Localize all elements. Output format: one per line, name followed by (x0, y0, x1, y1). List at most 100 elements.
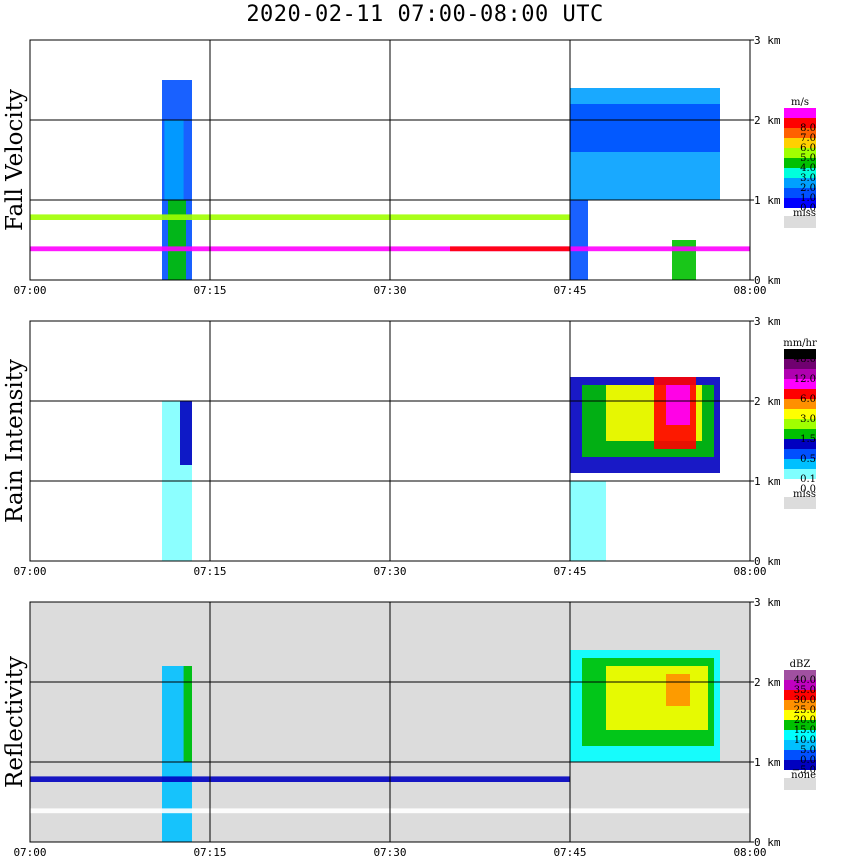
y-axis-label: Reflectivity (2, 656, 28, 788)
colorbar-label: −5.0 (792, 765, 816, 776)
colorbar-missing-swatch (784, 216, 816, 228)
colorbar-swatch (784, 670, 816, 680)
colorbar-swatch (784, 479, 816, 489)
x-tick-label: 07:45 (553, 565, 586, 578)
colorbar-swatch (784, 730, 816, 740)
y-tick-label: 2 km (754, 114, 781, 127)
colorbar-label: 0.5 (800, 454, 816, 465)
y-tick-label: 0 km (754, 555, 781, 568)
echo-region (164, 120, 184, 200)
colorbar-swatch (784, 439, 816, 449)
colorbar-swatch (784, 700, 816, 710)
colorbar-swatch (784, 750, 816, 760)
colorbar-swatch (784, 409, 816, 419)
echo-region (168, 200, 186, 280)
y-tick-label: 3 km (754, 34, 781, 47)
y-tick-label: 0 km (754, 274, 781, 287)
colorbar-swatch (784, 459, 816, 469)
colorbar-swatch (784, 118, 816, 128)
x-tick-label: 07:15 (193, 565, 226, 578)
colorbar-swatch (784, 710, 816, 720)
echo-region (606, 666, 708, 730)
x-tick-label: 07:15 (193, 846, 226, 859)
colorbar-swatch (784, 188, 816, 198)
colorbar-missing-label: miss (793, 489, 816, 500)
colorbar-label: 1.0 (800, 193, 816, 204)
colorbar-label: 20.0 (794, 715, 816, 726)
colorbar-label: 3.0 (800, 414, 816, 425)
rain-intensity-panel: 07:00 07:15 07:30 07:45 08:000 km 1 km 2 km 3 k… (2, 315, 817, 578)
colorbar-label: 2.0 (800, 183, 816, 194)
y-tick-label: 2 km (754, 676, 781, 689)
colorbar-label: 0.0 (800, 755, 816, 766)
colorbar-swatch (784, 469, 816, 479)
plot-frame (29, 601, 751, 843)
plot-frame (29, 320, 751, 562)
colorbar-swatch (784, 680, 816, 690)
colorbar-label: 48.0 (794, 354, 816, 365)
x-tick-label: 07:00 (13, 565, 46, 578)
y-tick-label: 1 km (754, 756, 781, 769)
colorbar-swatch (784, 449, 816, 459)
x-tick-label: 07:00 (13, 846, 46, 859)
echo-region (450, 246, 570, 252)
colorbar-swatch (784, 720, 816, 730)
colorbar-label: 0.0 (800, 203, 816, 214)
colorbar-label: 6.0 (800, 394, 816, 405)
colorbar-label: 30.0 (794, 695, 816, 706)
colorbar-label: 4.0 (800, 163, 816, 174)
colorbar-swatch (784, 760, 816, 770)
colorbar-swatch (784, 399, 816, 409)
colorbar-label: 40.0 (794, 675, 816, 686)
y-tick-label: 1 km (754, 194, 781, 207)
echo-region (183, 666, 192, 762)
colorbar-unit: m/s (791, 97, 809, 108)
echo-region (180, 401, 192, 465)
colorbar-label: 8.0 (800, 123, 816, 134)
echo-region (570, 481, 606, 561)
reflectivity-panel: 07:00 07:15 07:30 07:45 08:000 km 1 km 2 km 3 k… (2, 596, 816, 859)
page-title: 2020-02-11 07:00-08:00 UTC (246, 2, 604, 27)
colorbar-label: 6.0 (800, 143, 816, 154)
echo-region (666, 674, 690, 706)
colorbar-label: 35.0 (794, 685, 816, 696)
colorbar-swatch (784, 168, 816, 178)
colorbar-label: 3.0 (800, 173, 816, 184)
colorbar-label: 10.0 (794, 735, 816, 746)
y-tick-label: 2 km (754, 395, 781, 408)
colorbar-missing-swatch (784, 778, 816, 790)
colorbar-label: 0.1 (800, 474, 816, 485)
colorbar-swatch (784, 740, 816, 750)
x-tick-label: 07:00 (13, 284, 46, 297)
x-tick-label: 07:30 (373, 565, 406, 578)
x-tick-label: 07:45 (553, 846, 586, 859)
x-tick-label: 08:00 (733, 565, 766, 578)
plot-frame (29, 39, 751, 281)
colorbar-label: 5.0 (800, 745, 816, 756)
colorbar-swatch (784, 369, 816, 379)
echo-region (666, 385, 690, 425)
colorbar-swatch (784, 389, 816, 399)
colorbar-swatch (784, 690, 816, 700)
colorbar-missing-label: miss (793, 208, 816, 219)
y-tick-label: 3 km (754, 596, 781, 609)
colorbar-swatch (784, 379, 816, 389)
colorbar-label: 25.0 (794, 705, 816, 716)
echo-region (672, 240, 696, 280)
x-tick-label: 07:45 (553, 284, 586, 297)
colorbar-label: 0.0 (800, 484, 816, 495)
y-tick-label: 0 km (754, 836, 781, 849)
colorbar-swatch (784, 419, 816, 429)
colorbar-swatch (784, 108, 816, 118)
x-tick-label: 07:30 (373, 284, 406, 297)
colorbar-label: 1.5 (800, 434, 816, 445)
y-tick-label: 3 km (754, 315, 781, 328)
colorbar-swatch (784, 128, 816, 138)
x-tick-label: 07:15 (193, 284, 226, 297)
colorbar-label: 15.0 (794, 725, 816, 736)
echo-region (570, 200, 588, 280)
colorbar-swatch (784, 138, 816, 148)
colorbar-swatch (784, 158, 816, 168)
colorbar-missing-swatch (784, 497, 816, 509)
colorbar-swatch (784, 429, 816, 439)
